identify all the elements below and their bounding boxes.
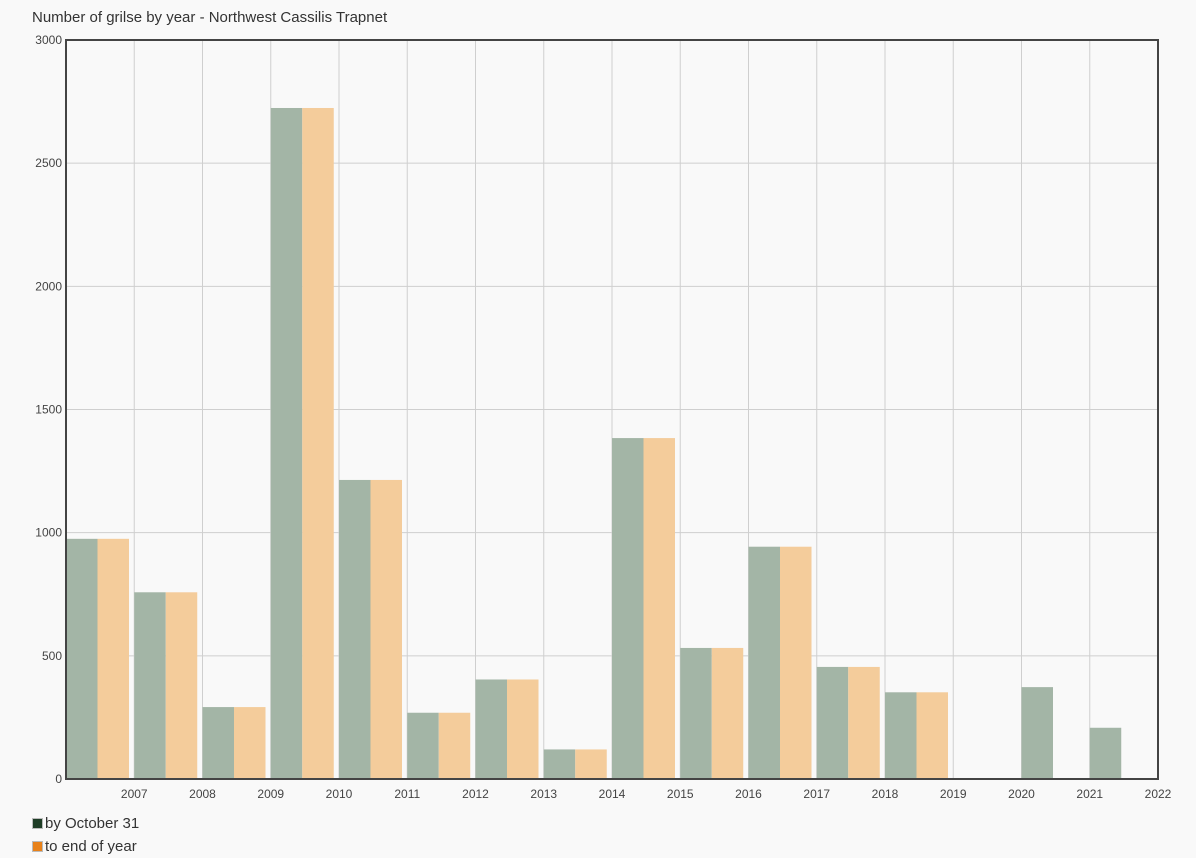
legend-swatch-to-end-of-year xyxy=(32,841,43,852)
legend: by October 31 to end of year xyxy=(32,812,139,858)
x-tick-label: 2017 xyxy=(803,787,830,801)
bar-to-end-of-year-2010 xyxy=(370,479,402,779)
bar-by-october-31-2012 xyxy=(475,679,507,779)
bar-by-october-31-2006 xyxy=(66,538,98,779)
y-tick-label: 1500 xyxy=(35,403,62,417)
bar-to-end-of-year-2015 xyxy=(711,647,744,779)
x-tick-label: 2022 xyxy=(1145,787,1172,801)
y-tick-label: 2000 xyxy=(35,279,62,293)
x-tick-label: 2014 xyxy=(599,787,626,801)
bar-to-end-of-year-2013 xyxy=(575,749,607,779)
bar-by-october-31-2020 xyxy=(1021,687,1053,779)
plot-border xyxy=(65,39,1159,780)
bar-by-october-31-2018 xyxy=(885,692,917,779)
bar-by-october-31-2011 xyxy=(407,712,439,779)
bar-by-october-31-2010 xyxy=(339,479,371,779)
bar-by-october-31-2009 xyxy=(270,107,303,780)
x-tick-label: 2020 xyxy=(1008,787,1035,801)
y-tick-label: 3000 xyxy=(35,33,62,47)
bar-by-october-31-2021 xyxy=(1089,727,1122,779)
chart-title: Number of grilse by year - Northwest Cas… xyxy=(32,9,388,26)
bar-to-end-of-year-2016 xyxy=(780,546,812,779)
x-tick-label: 2015 xyxy=(667,787,694,801)
bar-to-end-of-year-2008 xyxy=(234,707,266,779)
legend-item-by-october-31[interactable]: by October 31 xyxy=(32,812,139,835)
x-tick-label: 2016 xyxy=(735,787,762,801)
bar-to-end-of-year-2011 xyxy=(438,712,471,779)
bar-by-october-31-2008 xyxy=(202,707,234,779)
x-tick-label: 2008 xyxy=(189,787,216,801)
x-tick-label: 2007 xyxy=(121,787,148,801)
x-tick-label: 2019 xyxy=(940,787,967,801)
x-tick-label: 2021 xyxy=(1076,787,1103,801)
bar-to-end-of-year-2014 xyxy=(643,438,675,779)
bar-to-end-of-year-2012 xyxy=(507,679,539,779)
y-tick-label: 1000 xyxy=(35,526,62,540)
y-tick-label: 2500 xyxy=(35,156,62,170)
legend-label-by-october-31: by October 31 xyxy=(45,815,140,832)
legend-swatch-by-october-31 xyxy=(32,818,43,829)
legend-item-to-end-of-year[interactable]: to end of year xyxy=(32,835,139,858)
bar-by-october-31-2007 xyxy=(134,592,166,779)
bar-by-october-31-2014 xyxy=(612,438,644,779)
x-tick-label: 2009 xyxy=(257,787,284,801)
bar-by-october-31-2017 xyxy=(816,666,849,779)
x-tick-label: 2012 xyxy=(462,787,489,801)
x-tick-label: 2018 xyxy=(872,787,899,801)
bar-by-october-31-2015 xyxy=(680,647,712,779)
bar-to-end-of-year-2018 xyxy=(916,692,948,779)
bar-by-october-31-2016 xyxy=(748,546,780,779)
bar-to-end-of-year-2007 xyxy=(165,592,198,779)
x-tick-label: 2013 xyxy=(530,787,557,801)
legend-label-to-end-of-year: to end of year xyxy=(45,838,137,855)
y-tick-label: 0 xyxy=(55,772,62,786)
bar-to-end-of-year-2006 xyxy=(97,538,129,779)
bar-to-end-of-year-2009 xyxy=(302,107,334,780)
y-tick-label: 500 xyxy=(42,649,62,663)
bar-by-october-31-2013 xyxy=(543,749,576,779)
bar-to-end-of-year-2017 xyxy=(848,666,880,779)
x-tick-label: 2011 xyxy=(394,787,420,801)
x-tick-label: 2010 xyxy=(326,787,353,801)
